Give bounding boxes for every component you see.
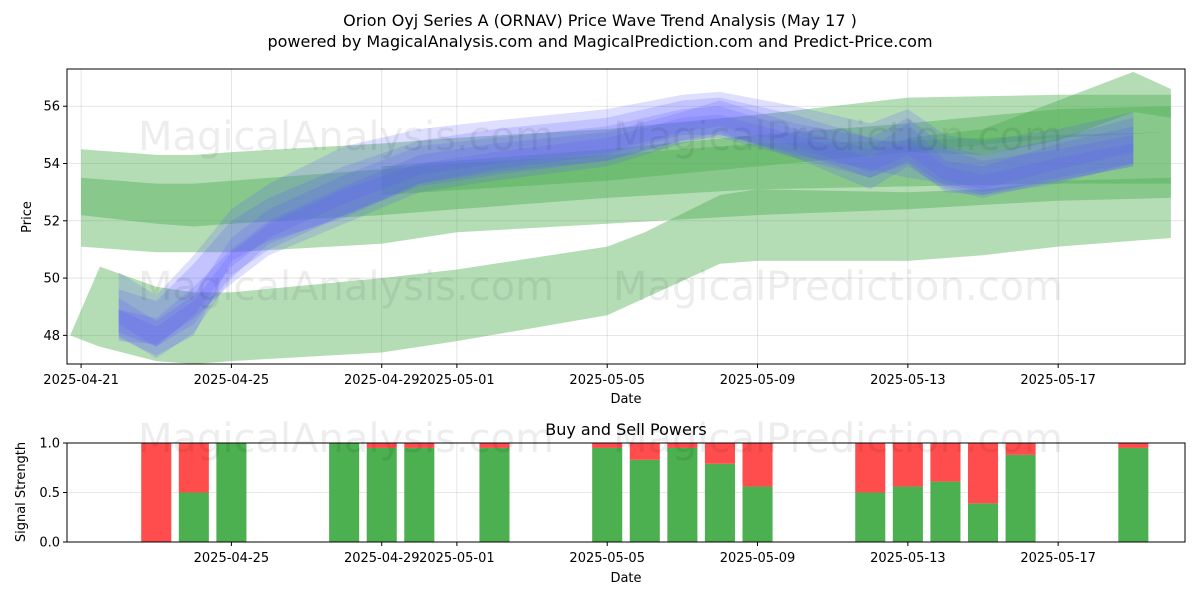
signal-chart-x-label: Date	[610, 571, 641, 586]
sell-power-bar	[366, 443, 397, 448]
price-chart-y-label: Price	[20, 201, 35, 233]
blue-wave-band	[118, 114, 1134, 347]
sell-power-bar	[1118, 443, 1149, 448]
buy-power-bar	[855, 492, 886, 542]
sell-power-bar	[667, 443, 698, 448]
signal-x-tick-label: 2025-05-01	[419, 551, 495, 566]
green-forecast-band	[381, 106, 1171, 195]
sell-power-bar	[704, 443, 735, 464]
blue-wave-band	[118, 106, 1134, 359]
signal-x-tick-label: 2025-04-25	[194, 551, 270, 566]
buy-power-bar	[667, 447, 698, 542]
buy-power-bar	[629, 459, 660, 542]
buy-power-bar	[479, 447, 510, 542]
price-y-tick-label: 52	[43, 214, 60, 229]
sell-power-bar	[742, 443, 773, 487]
buy-power-bar	[404, 447, 435, 542]
buy-power-bar	[967, 503, 999, 542]
green-forecast-band	[907, 71, 1171, 155]
signal-x-tick-label: 2025-05-17	[1020, 551, 1096, 566]
price-chart-panel: 2025-04-21 2025-04-25 2025-04-29 2025-05-01…	[20, 68, 1186, 407]
signal-x-tick-label: 2025-05-13	[870, 551, 946, 566]
watermark-text: MagicalPrediction.com	[613, 114, 1063, 160]
price-x-tick-label: 2025-05-01	[419, 373, 495, 388]
price-chart-x-label: Date	[610, 392, 641, 407]
buy-power-bar	[742, 486, 773, 542]
figure-subtitle: powered by MagicalAnalysis.com and Magic…	[267, 32, 932, 51]
blue-wave-band	[118, 91, 1134, 356]
sell-power-bar	[629, 443, 660, 460]
sell-power-bar	[479, 443, 510, 448]
signal-y-tick-label: 0.5	[39, 486, 60, 501]
price-x-tick-label: 2025-04-29	[344, 373, 420, 388]
buy-power-bar	[1005, 454, 1036, 542]
price-chart-ticks: 2025-04-21 2025-04-25 2025-04-29 2025-05-01…	[43, 100, 1096, 388]
blue-wave-band	[118, 100, 1134, 344]
signal-chart-bars	[141, 443, 1149, 542]
green-forecast-band	[81, 94, 1171, 253]
figure-title: Orion Oyj Series A (ORNAV) Price Wave Tr…	[343, 11, 857, 30]
sell-power-bar	[892, 443, 923, 487]
signal-chart-panel: Buy and Sell Powers 2025-04-25 2025-04-29…	[14, 420, 1186, 586]
watermark-text: MagicalAnalysis.com	[138, 264, 554, 310]
buy-power-bar	[1118, 447, 1149, 542]
watermark-text: MagicalAnalysis.com	[138, 416, 554, 462]
price-chart-bands	[70, 71, 1171, 364]
price-x-tick-label: 2025-05-13	[870, 373, 946, 388]
signal-x-tick-label: 2025-05-05	[569, 551, 645, 566]
buy-power-bar	[329, 443, 360, 542]
price-x-tick-label: 2025-04-25	[194, 373, 270, 388]
signal-x-tick-label: 2025-05-09	[720, 551, 796, 566]
buy-power-bar	[704, 463, 735, 542]
buy-power-bar	[592, 447, 623, 542]
sell-power-bar	[967, 443, 999, 504]
sell-power-bar	[141, 443, 172, 542]
sell-power-bar	[1005, 443, 1036, 455]
buy-power-bar	[892, 486, 923, 542]
signal-x-tick-label: 2025-04-29	[344, 551, 420, 566]
watermark-text: MagicalPrediction.com	[613, 416, 1063, 462]
price-chart-frame	[66, 68, 1186, 365]
sell-power-bar	[178, 443, 209, 493]
price-x-tick-label: 2025-04-21	[43, 373, 119, 388]
blue-wave-band	[118, 97, 1134, 347]
price-chart-gridlines	[67, 69, 1185, 364]
buy-power-bar	[178, 492, 209, 542]
price-x-tick-label: 2025-05-09	[720, 373, 796, 388]
price-y-tick-label: 50	[43, 272, 60, 287]
price-y-tick-label: 54	[43, 157, 60, 172]
sell-power-bar	[404, 443, 435, 448]
green-forecast-band	[70, 177, 1171, 364]
watermark-text: MagicalAnalysis.com	[138, 114, 554, 160]
signal-chart-ticks: 2025-04-25 2025-04-29 2025-05-01 2025-05-05…	[39, 437, 1096, 567]
watermark-text: MagicalPrediction.com	[613, 264, 1063, 310]
signal-y-tick-label: 1.0	[39, 437, 60, 452]
price-x-tick-label: 2025-05-17	[1020, 373, 1096, 388]
signal-y-tick-label: 0.0	[39, 536, 60, 551]
price-x-tick-label: 2025-05-05	[569, 373, 645, 388]
price-y-tick-label: 56	[43, 100, 60, 115]
sell-power-bar	[930, 443, 961, 482]
sell-power-bar	[855, 443, 886, 493]
buy-power-bar	[930, 481, 961, 542]
sell-power-bar	[592, 443, 623, 448]
price-y-tick-label: 48	[43, 329, 60, 344]
signal-chart-title: Buy and Sell Powers	[545, 420, 707, 439]
watermark-layer: MagicalAnalysis.com MagicalPrediction.com…	[138, 114, 1063, 462]
buy-power-bar	[216, 443, 247, 542]
green-forecast-band	[81, 132, 1171, 227]
signal-chart-y-label: Signal Strength	[14, 442, 29, 542]
buy-power-bar	[366, 447, 397, 542]
